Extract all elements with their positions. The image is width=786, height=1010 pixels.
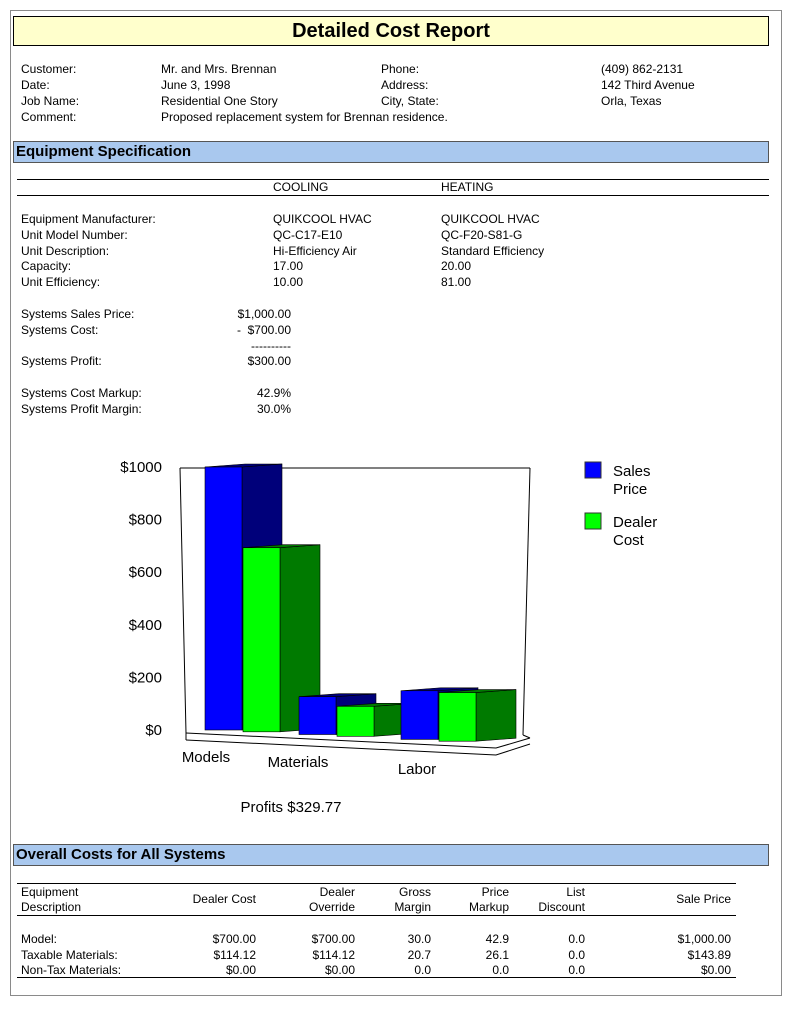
legend-swatch: [584, 461, 602, 479]
spec-label: Unit Description:: [21, 244, 110, 258]
row-gross-margin: 30.0: [407, 932, 431, 946]
y-tick-label: $600: [129, 564, 162, 581]
spec-label: Unit Efficiency:: [21, 275, 101, 289]
systems-profit-value: $300.00: [247, 354, 291, 368]
report-frame: [10, 10, 782, 996]
divider: [17, 195, 769, 196]
date-label: Date:: [21, 78, 50, 92]
city-state-value: Orla, Texas: [601, 94, 662, 108]
spec-heating: QC-F20-S81-G: [441, 228, 523, 242]
cooling-column-header: COOLING: [273, 180, 329, 194]
col-header-list-discount: List Discount: [538, 885, 585, 914]
row-list-discount: 0.0: [568, 948, 585, 962]
row-gross-margin: 20.7: [407, 948, 431, 962]
row-description: Non-Tax Materials:: [21, 963, 122, 977]
city-state-label: City, State:: [381, 94, 439, 108]
row-dealer-cost: $114.12: [213, 948, 257, 962]
row-list-discount: 0.0: [568, 932, 585, 946]
spec-cooling: 17.00: [273, 259, 304, 273]
row-description: Taxable Materials:: [21, 948, 118, 962]
y-tick-label: $0: [145, 722, 162, 739]
comment-value: Proposed replacement system for Brennan …: [161, 110, 448, 124]
row-dealer-cost: $700.00: [212, 932, 256, 946]
sales-price-value: $1,000.00: [237, 307, 291, 321]
date-value: June 3, 1998: [161, 78, 231, 92]
spec-cooling: 10.00: [273, 275, 304, 289]
customer-label: Customer:: [21, 62, 77, 76]
divider: [17, 883, 736, 884]
spec-cooling: QC-C17-E10: [273, 228, 343, 242]
divider: [17, 179, 769, 180]
legend-swatch: [584, 512, 602, 530]
chart-caption: Profits $329.77: [241, 799, 342, 816]
bar: [438, 689, 517, 742]
customer-value: Mr. and Mrs. Brennan: [161, 62, 277, 76]
col-header-dealer-override: Dealer Override: [308, 885, 355, 914]
y-tick-label: $1000: [120, 459, 162, 476]
row-list-discount: 0.0: [568, 963, 585, 977]
y-tick-label: $800: [129, 512, 162, 529]
spec-cooling: Hi-Efficiency Air: [273, 244, 357, 258]
row-price-markup: 26.1: [485, 948, 509, 962]
col-header-dealer-cost: Dealer Cost: [192, 892, 256, 906]
row-description: Model:: [21, 932, 58, 946]
profit-margin-label: Systems Profit Margin:: [21, 402, 142, 416]
row-sale-price: $143.89: [687, 948, 731, 962]
legend-label: Dealer Cost: [613, 514, 657, 549]
spec-heating: Standard Efficiency: [441, 244, 545, 258]
cost-markup-label: Systems Cost Markup:: [21, 386, 142, 400]
row-dealer-override: $700.00: [311, 932, 355, 946]
address-label: Address:: [381, 78, 429, 92]
col-header-gross-margin: Gross Margin: [394, 885, 431, 914]
cost-chart: $1000 $800 $600 $400 $200 $0 Models Materials L…: [120, 459, 657, 816]
spec-label: Equipment Manufacturer:: [21, 212, 156, 226]
bar: [242, 544, 321, 733]
row-sale-price: $1,000.00: [677, 932, 731, 946]
spec-heating: 81.00: [441, 275, 472, 289]
spec-heating: 20.00: [441, 259, 472, 273]
job-name-label: Job Name:: [21, 94, 80, 108]
cost-markup-value: 42.9%: [256, 386, 291, 400]
phone-value: (409) 862-2131: [601, 62, 684, 76]
col-header-description: Equipment Description: [21, 885, 82, 914]
systems-cost-value: - $700.00: [236, 323, 291, 337]
systems-cost-label: Systems Cost:: [21, 323, 99, 337]
col-header-sale-price: Sale Price: [676, 892, 731, 906]
category-label: Labor: [398, 761, 436, 778]
comment-label: Comment:: [21, 110, 77, 124]
legend-label: Sales Price: [613, 463, 651, 498]
category-label: Models: [182, 749, 230, 766]
category-label: Materials: [268, 754, 329, 771]
heating-column-header: HEATING: [441, 180, 494, 194]
divider: [17, 915, 736, 916]
y-tick-label: $400: [129, 617, 162, 634]
sales-price-label: Systems Sales Price:: [21, 307, 135, 321]
profit-margin-value: 30.0%: [256, 402, 291, 416]
col-header-price-markup: Price Markup: [468, 885, 509, 914]
report-title: Detailed Cost Report: [13, 16, 769, 46]
sum-rule: ----------: [251, 339, 291, 353]
job-name-value: Residential One Story: [161, 94, 278, 108]
divider: [17, 977, 736, 978]
systems-profit-label: Systems Profit:: [21, 354, 102, 368]
overall-section-header: Overall Costs for All Systems: [13, 844, 769, 866]
spec-label: Capacity:: [21, 259, 72, 273]
row-price-markup: 42.9: [485, 932, 509, 946]
y-tick-label: $200: [129, 669, 162, 686]
spec-label: Unit Model Number:: [21, 228, 128, 242]
equipment-section-header: Equipment Specification: [13, 141, 769, 163]
row-sale-price: $0.00: [700, 963, 731, 977]
address-value: 142 Third Avenue: [601, 78, 695, 92]
row-dealer-override: $114.12: [312, 948, 356, 962]
row-dealer-override: $0.00: [324, 963, 355, 977]
spec-cooling: QUIKCOOL HVAC: [273, 212, 372, 226]
row-dealer-cost: $0.00: [225, 963, 256, 977]
spec-heating: QUIKCOOL HVAC: [441, 212, 540, 226]
phone-label: Phone:: [381, 62, 420, 76]
row-price-markup: 0.0: [492, 963, 509, 977]
row-gross-margin: 0.0: [414, 963, 431, 977]
